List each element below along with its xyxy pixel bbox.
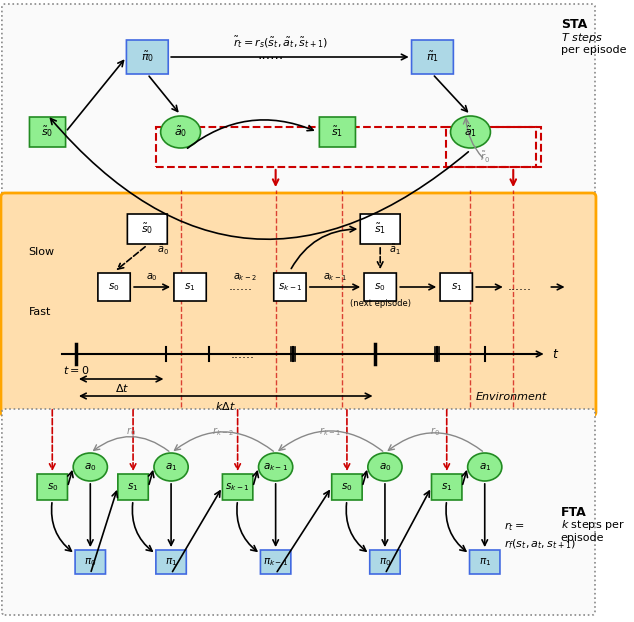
Text: ......: ...... (230, 348, 254, 361)
Text: $k\Delta t$: $k\Delta t$ (215, 400, 236, 412)
Text: $t$: $t$ (552, 348, 560, 361)
Text: Slow: Slow (29, 247, 55, 257)
Text: $\pi_0$: $\pi_0$ (378, 556, 391, 568)
FancyBboxPatch shape (364, 273, 396, 301)
FancyBboxPatch shape (320, 117, 356, 147)
Text: ......: ...... (228, 281, 252, 294)
Text: $\tilde{s}_1$: $\tilde{s}_1$ (332, 124, 344, 139)
Text: $s_0$: $s_0$ (341, 481, 353, 493)
Ellipse shape (368, 453, 402, 481)
FancyBboxPatch shape (332, 474, 362, 500)
Ellipse shape (160, 116, 200, 148)
Text: $\tilde{s}_0$: $\tilde{s}_0$ (141, 221, 153, 236)
Ellipse shape (73, 453, 107, 481)
Text: $s_{k-1}$: $s_{k-1}$ (225, 481, 250, 493)
Text: $s_1$: $s_1$ (127, 481, 139, 493)
Text: $a_0$: $a_0$ (146, 271, 158, 283)
Text: $a_0$: $a_0$ (84, 461, 96, 473)
Text: $\tilde{\pi}_1$: $\tilde{\pi}_1$ (426, 50, 439, 65)
Text: $\pi_0$: $\pi_0$ (84, 556, 96, 568)
Text: per episode: per episode (561, 45, 626, 55)
Text: $\tilde{a}_1$: $\tilde{a}_1$ (464, 124, 477, 139)
Text: $\tilde{a}_0$: $\tilde{a}_0$ (174, 124, 187, 139)
FancyBboxPatch shape (223, 474, 253, 500)
FancyBboxPatch shape (174, 273, 206, 301)
FancyBboxPatch shape (1, 193, 596, 416)
Text: $s_1$: $s_1$ (184, 281, 196, 293)
Text: $r_0$: $r_0$ (430, 425, 440, 439)
Ellipse shape (451, 116, 491, 148)
Text: $a_{k-1}$: $a_{k-1}$ (323, 271, 347, 283)
Text: $s_0$: $s_0$ (46, 481, 58, 493)
Text: $s_1$: $s_1$ (451, 281, 462, 293)
Text: $r_{k-2}$: $r_{k-2}$ (212, 425, 235, 439)
Text: episode: episode (561, 533, 604, 543)
Text: ......: ...... (258, 48, 284, 62)
Text: $\pi_{k-1}$: $\pi_{k-1}$ (263, 556, 288, 568)
FancyBboxPatch shape (2, 409, 595, 615)
Text: $s_{k-1}$: $s_{k-1}$ (278, 281, 302, 293)
Text: $\tilde{s}_0$: $\tilde{s}_0$ (41, 124, 54, 139)
Text: Environment: Environment (476, 392, 547, 402)
Text: $r_0$: $r_0$ (126, 425, 136, 439)
FancyBboxPatch shape (411, 40, 453, 74)
FancyBboxPatch shape (360, 214, 400, 244)
Text: $\tilde{r}_t = r_s(\tilde{s}_t, \tilde{a}_t, \tilde{s}_{t+1})$: $\tilde{r}_t = r_s(\tilde{s}_t, \tilde{a… (233, 34, 328, 50)
FancyBboxPatch shape (98, 273, 130, 301)
Text: FTA: FTA (561, 506, 586, 519)
Text: $T$ steps: $T$ steps (561, 31, 603, 45)
FancyBboxPatch shape (432, 474, 462, 500)
Text: $a_1$: $a_1$ (479, 461, 491, 473)
FancyBboxPatch shape (127, 214, 167, 244)
Text: $a_1$: $a_1$ (165, 461, 178, 473)
FancyBboxPatch shape (37, 474, 67, 500)
Text: $a_{k-1}$: $a_{k-1}$ (263, 461, 288, 473)
Text: Fast: Fast (29, 307, 51, 317)
Text: STA: STA (561, 17, 587, 30)
Text: ......: ...... (508, 281, 532, 294)
Text: $t=0$: $t=0$ (63, 364, 89, 376)
FancyBboxPatch shape (2, 4, 595, 200)
Ellipse shape (154, 453, 188, 481)
Text: $r_{k-1}$: $r_{k-1}$ (320, 425, 341, 439)
FancyBboxPatch shape (156, 550, 186, 574)
Text: $\tilde{r}_0$: $\tilde{r}_0$ (480, 149, 489, 165)
FancyBboxPatch shape (261, 550, 291, 574)
Text: $s_0$: $s_0$ (108, 281, 120, 293)
Text: $\tilde{a}_0$: $\tilde{a}_0$ (157, 243, 169, 258)
Text: $r_f(s_t, a_t, s_{t+1})$: $r_f(s_t, a_t, s_{t+1})$ (504, 537, 576, 551)
Text: $\tilde{\pi}_0$: $\tilde{\pi}_0$ (141, 50, 154, 65)
Text: $\Delta t$: $\Delta t$ (115, 382, 129, 394)
Ellipse shape (468, 453, 502, 481)
Ellipse shape (259, 453, 293, 481)
FancyBboxPatch shape (29, 117, 65, 147)
FancyBboxPatch shape (118, 474, 148, 500)
Text: $a_0$: $a_0$ (378, 461, 391, 473)
Text: $s_1$: $s_1$ (441, 481, 453, 493)
Text: $r_t =$: $r_t =$ (504, 521, 524, 534)
Text: $\pi_1$: $\pi_1$ (479, 556, 491, 568)
FancyBboxPatch shape (75, 550, 105, 574)
Text: $\pi_1$: $\pi_1$ (165, 556, 177, 568)
FancyBboxPatch shape (440, 273, 472, 301)
FancyBboxPatch shape (126, 40, 168, 74)
Text: $a_{k-2}$: $a_{k-2}$ (233, 271, 257, 283)
Text: $k$ steps per: $k$ steps per (561, 518, 624, 532)
Text: $\tilde{s}_1$: $\tilde{s}_1$ (374, 221, 386, 236)
FancyBboxPatch shape (370, 550, 400, 574)
Text: $s_0$: $s_0$ (375, 281, 386, 293)
FancyBboxPatch shape (274, 273, 306, 301)
FancyBboxPatch shape (470, 550, 500, 574)
Text: (next episode): (next episode) (350, 300, 411, 309)
Text: $\tilde{a}_1$: $\tilde{a}_1$ (389, 243, 400, 258)
